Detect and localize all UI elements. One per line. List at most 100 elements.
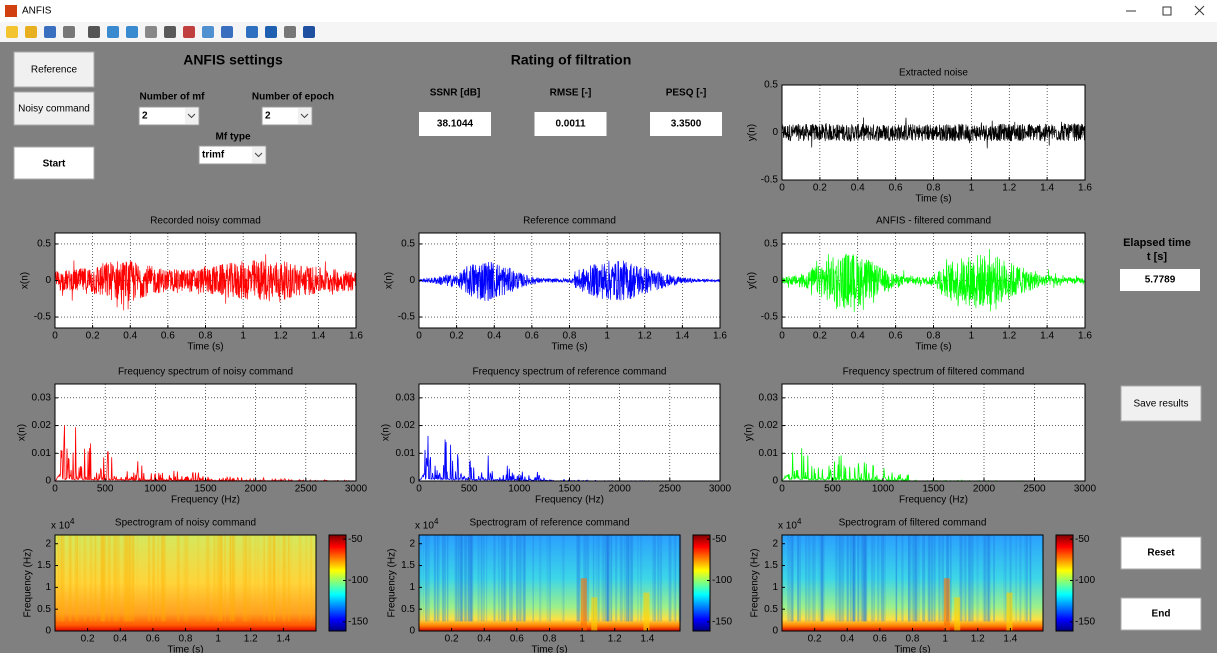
spectrogram-texture	[657, 535, 659, 621]
y-tick-label: 1	[409, 582, 415, 593]
mf-dropdown[interactable]: 2	[139, 107, 199, 125]
x-tick-label: 1000	[144, 484, 167, 495]
x-tick-label: 1.4	[311, 331, 325, 342]
x-tick-label: 1	[969, 331, 975, 342]
toolbar-icon[interactable]	[145, 26, 157, 38]
spectrogram-texture	[901, 535, 903, 621]
spectrogram-texture	[863, 535, 865, 621]
dropdown-value[interactable]: 2	[142, 111, 148, 122]
spectrogram-texture	[546, 535, 549, 621]
spectrogram-texture	[188, 535, 190, 621]
x-tick-label: 1.2	[1002, 183, 1016, 194]
spectrogram-texture	[126, 535, 128, 621]
spectrogram-texture	[148, 535, 150, 621]
dropdown-value[interactable]: 2	[265, 111, 271, 122]
spectrogram-texture	[871, 535, 873, 621]
colorbar-tick-label: -100	[712, 575, 732, 586]
toolbar-icon[interactable]	[202, 26, 214, 38]
x-tick-label: 0.4	[840, 634, 854, 645]
toolbar-icon[interactable]	[44, 26, 56, 38]
y-axis-label: x(n)	[20, 272, 31, 289]
x-tick-label: 1.4	[675, 331, 689, 342]
start-button[interactable]: Start	[14, 147, 94, 179]
spectrogram-texture	[637, 535, 638, 621]
toolbar-icon[interactable]	[63, 26, 75, 38]
save-button[interactable]: Save results	[1121, 386, 1201, 421]
spectrogram-texture	[669, 535, 672, 621]
toolbar-icon[interactable]	[246, 26, 258, 38]
spectrogram-texture	[157, 535, 159, 621]
toolbar-icon[interactable]	[25, 26, 37, 38]
x-tick-label: 1.2	[244, 634, 258, 645]
reset-button[interactable]: Reset	[1121, 537, 1201, 569]
toolbar-icon[interactable]	[183, 26, 195, 38]
button-label[interactable]: Reference	[31, 65, 78, 76]
x-tick-label: 0.6	[525, 331, 539, 342]
button-label[interactable]: Noisy command	[18, 104, 90, 115]
spectrogram-texture	[610, 535, 612, 621]
spectrogram-texture	[873, 535, 875, 621]
y-tick-label: 0.5	[764, 239, 778, 250]
spectrogram-texture	[118, 535, 120, 621]
spectrogram-texture	[129, 535, 131, 621]
x-axis-label: Time (s)	[531, 645, 567, 653]
spectrogram-texture	[539, 535, 541, 621]
toolbar-icon[interactable]	[221, 26, 233, 38]
x-tick-label: 0	[779, 331, 785, 342]
button-label[interactable]: Start	[43, 159, 66, 170]
spectrogram-texture	[562, 535, 563, 621]
y-tick-label: -0.5	[761, 312, 779, 323]
button-label[interactable]: End	[1152, 609, 1171, 620]
x-tick-label: 2500	[659, 484, 682, 495]
y-tick-label: 0.02	[396, 420, 416, 431]
x-tick-label: 1	[969, 183, 975, 194]
spectrogram-texture	[184, 535, 185, 621]
reference-button[interactable]: Reference	[14, 52, 94, 87]
spectrogram-texture	[164, 535, 166, 621]
end-button[interactable]: End	[1121, 598, 1201, 630]
spectrogram-texture	[1005, 535, 1007, 621]
spectrogram-texture	[950, 535, 952, 621]
toolbar-icon[interactable]	[303, 26, 315, 38]
colorbar-tick-label: -100	[348, 575, 368, 586]
spectrogram-texture	[310, 535, 312, 621]
spectrogram-texture	[982, 535, 985, 621]
toolbar-icon[interactable]	[88, 26, 100, 38]
toolbar-icon[interactable]	[164, 26, 176, 38]
spectrogram-texture	[911, 535, 914, 621]
y-tick-label: 0.02	[32, 420, 52, 431]
x-tick-label: 0.2	[813, 331, 827, 342]
x-tick-label: 0.8	[927, 331, 941, 342]
colorbar-tick-label: -150	[1075, 617, 1095, 628]
y-tick-label: 0.01	[32, 448, 52, 459]
dropdown-value[interactable]: trimf	[202, 150, 225, 161]
spectrogram-texture	[818, 535, 820, 621]
toolbar-icon[interactable]	[284, 26, 296, 38]
mftype-dropdown[interactable]: trimf	[199, 146, 266, 164]
spectrogram-texture	[922, 535, 925, 621]
axes-title: Spectrogram of reference command	[469, 518, 629, 529]
colorbar	[329, 535, 346, 631]
toolbar-icon[interactable]	[107, 26, 119, 38]
toolbar-icon[interactable]	[126, 26, 138, 38]
toolbar-icon[interactable]	[6, 26, 18, 38]
x-tick-label: 1000	[508, 484, 531, 495]
button-label[interactable]: Reset	[1147, 548, 1175, 559]
spectrogram-texture	[626, 535, 629, 621]
x-tick-label: 0.8	[563, 331, 577, 342]
spectrogram-texture	[835, 535, 837, 621]
spectrogram-texture	[516, 535, 518, 621]
axes-title: ANFIS - filtered command	[876, 216, 991, 227]
noisy-button[interactable]: Noisy command	[14, 92, 94, 125]
spectrogram-texture	[883, 535, 886, 621]
x-tick-label: 0	[52, 484, 58, 495]
button-label[interactable]: Save results	[1133, 399, 1188, 410]
spectrogram-texture	[812, 535, 814, 621]
metric-label: PESQ [-]	[666, 88, 707, 99]
x-axis-label: Frequency (Hz)	[171, 495, 240, 506]
spectrogram-texture	[965, 535, 966, 621]
toolbar-icon[interactable]	[265, 26, 277, 38]
epoch-dropdown[interactable]: 2	[262, 107, 312, 125]
metric-label: SSNR [dB]	[430, 88, 481, 99]
colorbar	[1056, 535, 1073, 631]
